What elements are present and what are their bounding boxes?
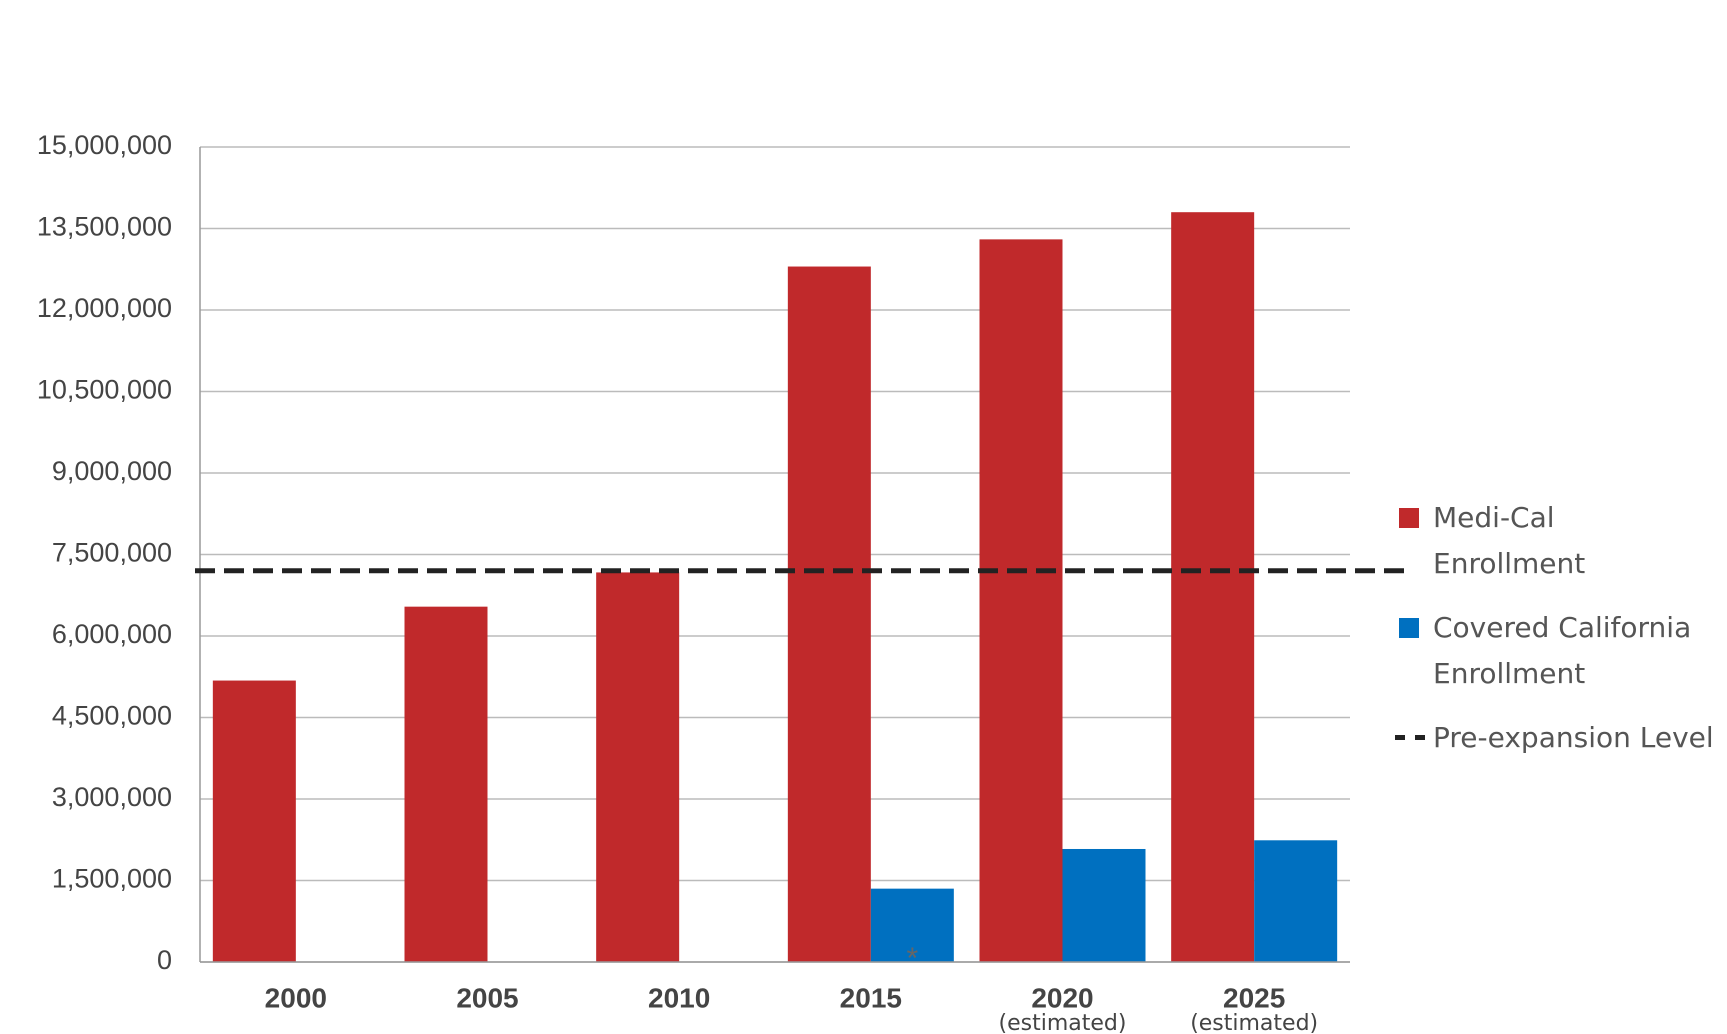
y-tick-label: 6,000,000 — [52, 619, 172, 649]
x-tick-label: 2000 — [265, 982, 327, 1013]
y-tick-label: 15,000,000 — [37, 130, 172, 160]
legend-dash — [1395, 735, 1425, 740]
page: 0 1,500,000 3,000,000 4,500,000 6,000,000 7,5… — [0, 0, 1727, 1034]
legend-label: Covered California Enrollment — [1433, 611, 1691, 690]
legend-swatch — [1399, 618, 1419, 638]
x-tick-note: (estimated) — [999, 1011, 1127, 1034]
bar — [596, 572, 679, 962]
x-tick-label: 2015 — [840, 982, 902, 1013]
y-tick-label: 0 — [157, 945, 172, 975]
legend-swatch — [1399, 508, 1419, 528]
x-tick-note: (estimated) — [1190, 1011, 1318, 1034]
legend-item: Medi-Cal Enrollment — [1395, 495, 1715, 587]
legend: Medi-Cal Enrollment Covered California En… — [1395, 495, 1715, 779]
bar — [1171, 212, 1254, 962]
bar — [980, 239, 1063, 962]
bar — [1063, 849, 1146, 962]
y-tick-label: 7,500,000 — [52, 538, 172, 568]
legend-label: Medi-Cal Enrollment — [1433, 501, 1585, 580]
annotation: * — [906, 942, 918, 975]
y-tick-label: 12,000,000 — [37, 293, 172, 323]
legend-item: Pre-expansion Level — [1395, 715, 1715, 761]
bar — [213, 681, 296, 962]
y-tick-label: 13,500,000 — [37, 212, 172, 242]
legend-item: Covered California Enrollment — [1395, 605, 1715, 697]
y-tick-label: 1,500,000 — [52, 864, 172, 894]
x-tick-label: 2005 — [456, 982, 518, 1013]
x-tick-label: 2020 — [1031, 982, 1093, 1013]
y-tick-label: 9,000,000 — [52, 456, 172, 486]
bar — [788, 267, 871, 962]
x-tick-label: 2010 — [648, 982, 710, 1013]
x-tick-label: 2025 — [1223, 982, 1285, 1013]
y-tick-label: 10,500,000 — [37, 375, 172, 405]
y-tick-label: 3,000,000 — [52, 782, 172, 812]
y-tick-label: 4,500,000 — [52, 701, 172, 731]
bar — [1254, 840, 1337, 962]
bar — [405, 607, 488, 962]
legend-label: Pre-expansion Level — [1433, 721, 1714, 754]
